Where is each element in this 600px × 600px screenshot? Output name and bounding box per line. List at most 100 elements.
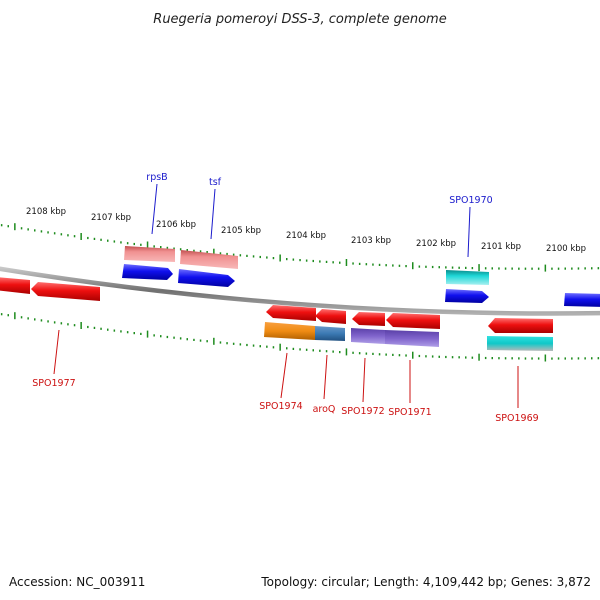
gene-label-tsf[interactable]: tsf (209, 177, 222, 188)
scale-minor-tick (332, 350, 334, 353)
scale-minor-tick (597, 267, 600, 270)
scale-minor-tick (73, 235, 76, 238)
scale-minor-tick (319, 349, 321, 352)
gene-SPO1971-feature[interactable] (385, 330, 439, 347)
label-leaders (53, 183, 519, 408)
scale-major-tick (412, 262, 414, 270)
scale-minor-tick (465, 266, 467, 269)
scale-minor-tick (7, 225, 9, 228)
gene-cyan-feature[interactable] (446, 270, 489, 285)
scale-minor-tick (591, 267, 593, 270)
scale-minor-tick (286, 347, 288, 350)
scale-major-tick (478, 264, 480, 272)
scale-minor-tick (160, 335, 162, 338)
scale-minor-tick (511, 357, 513, 360)
gene-label-rpsB[interactable]: rpsB (146, 172, 167, 183)
gene-red-arrow[interactable] (315, 309, 346, 324)
scale-minor-tick (239, 343, 242, 346)
scale-minor-tick (471, 356, 474, 359)
scale-minor-tick (445, 266, 447, 269)
scale-minor-tick (571, 357, 573, 360)
scale-minor-tick (246, 343, 248, 347)
scale-minor-tick (87, 325, 89, 329)
scale-minor-tick (0, 313, 3, 316)
scale-minor-tick (511, 267, 513, 270)
gene-red-arrow[interactable] (352, 312, 385, 326)
scale-minor-tick (531, 267, 533, 270)
gene-blue-arrow[interactable] (564, 293, 600, 307)
gene-label-SPO1977[interactable]: SPO1977 (32, 378, 75, 389)
scale-minor-tick (100, 327, 102, 330)
gene-label-aroQ[interactable]: aroQ (313, 404, 336, 415)
scale-major-tick (345, 259, 348, 266)
scale-major-tick (544, 264, 547, 272)
scale-minor-tick (372, 352, 374, 355)
gene-blue-arrow[interactable] (178, 269, 235, 287)
scale-major-tick (80, 322, 82, 329)
scale-minor-tick (551, 357, 553, 360)
scale-minor-tick (60, 322, 63, 325)
gene-SPO1974-feature[interactable] (264, 322, 315, 340)
gene-rpsB-feature[interactable] (124, 246, 175, 262)
gene-red-arrow[interactable] (386, 313, 440, 329)
scale-minor-tick (484, 267, 487, 270)
scale-minor-tick (557, 267, 560, 270)
leader-aroQ (323, 354, 328, 400)
gene-SPO1969-arrow[interactable] (488, 318, 553, 333)
scale-minor-tick (451, 266, 454, 269)
gene-cyan-feature[interactable] (487, 336, 553, 351)
scale-minor-tick (491, 357, 493, 360)
gene-tsf-feature[interactable] (180, 250, 238, 269)
gene-SPO1972-feature[interactable] (351, 328, 385, 344)
scale-minor-tick (20, 316, 23, 319)
gene-SPO1977-arrow[interactable] (31, 282, 100, 301)
scale-minor-tick (365, 263, 368, 266)
scale-minor-tick (73, 324, 76, 327)
scale-minor-tick (0, 224, 3, 227)
gene-aroQ-feature[interactable] (315, 326, 345, 341)
scale-major-tick (544, 354, 547, 362)
scale-minor-tick (47, 320, 49, 323)
scale-major-tick (80, 233, 82, 240)
scale-minor-tick (571, 267, 573, 270)
scale-minor-tick (53, 321, 56, 324)
scale-minor-tick (100, 238, 102, 241)
scale-minor-tick (524, 357, 527, 360)
gene-label-SPO1970[interactable]: SPO1970 (449, 195, 492, 206)
gene-label-SPO1974[interactable]: SPO1974 (259, 401, 302, 412)
leader-SPO1970 (467, 206, 471, 258)
scale-minor-tick (272, 346, 275, 349)
scale-minor-tick (465, 356, 467, 359)
gene-red-arrow[interactable] (266, 305, 316, 321)
scale-major-tick (412, 351, 414, 359)
gene-SPO1970-arrow[interactable] (445, 289, 489, 303)
scale-minor-tick (286, 258, 288, 261)
scale-minor-tick (34, 318, 36, 321)
scale-minor-tick (305, 259, 308, 262)
gene-red-arrow[interactable] (0, 277, 30, 294)
scale-minor-tick (524, 267, 527, 270)
scale-minor-tick (107, 328, 109, 331)
accession-text: Accession: NC_003911 (9, 575, 145, 589)
kbp-label: 2103 kbp (351, 236, 391, 246)
scale-minor-tick (113, 329, 116, 332)
scale-minor-tick (226, 252, 228, 256)
scale-minor-tick (120, 241, 122, 244)
scale-minor-tick (325, 260, 328, 263)
scale-minor-tick (564, 267, 566, 270)
scale-minor-tick (47, 231, 49, 234)
scale-minor-tick (358, 352, 361, 355)
scale-minor-tick (358, 262, 361, 265)
scale-minor-tick (438, 266, 440, 269)
gene-label-SPO1971[interactable]: SPO1971 (388, 407, 431, 418)
gene-label-SPO1972[interactable]: SPO1972 (341, 406, 384, 417)
scale-minor-tick (305, 348, 308, 351)
gene-label-SPO1969[interactable]: SPO1969 (495, 413, 538, 424)
scale-minor-tick (431, 265, 434, 269)
scale-minor-tick (557, 357, 560, 360)
scale-minor-tick (372, 263, 374, 266)
scale-major-tick (213, 248, 215, 256)
gene-blue-arrow[interactable] (122, 264, 173, 280)
scale-minor-tick (537, 267, 540, 270)
scale-minor-tick (160, 246, 162, 249)
